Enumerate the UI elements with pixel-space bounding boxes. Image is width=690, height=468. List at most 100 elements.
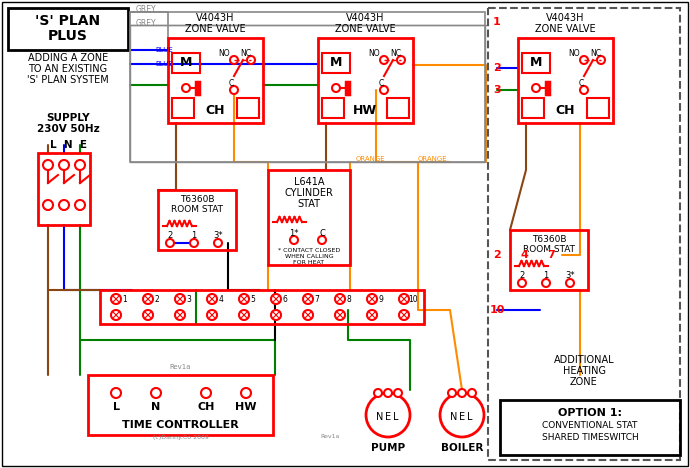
Circle shape xyxy=(230,56,238,64)
Text: 2: 2 xyxy=(493,250,501,260)
Text: L641A: L641A xyxy=(294,177,324,187)
Text: C: C xyxy=(319,228,325,237)
Text: C: C xyxy=(228,80,234,88)
Bar xyxy=(587,98,609,118)
Text: CONVENTIONAL STAT: CONVENTIONAL STAT xyxy=(542,422,638,431)
Bar xyxy=(130,12,485,162)
Text: ZONE: ZONE xyxy=(570,377,598,387)
Circle shape xyxy=(271,294,281,304)
Text: 3: 3 xyxy=(493,85,501,95)
Text: Rev1a: Rev1a xyxy=(169,364,190,370)
Circle shape xyxy=(580,56,588,64)
Text: NC: NC xyxy=(391,49,402,58)
Text: ORANGE: ORANGE xyxy=(356,156,386,162)
Circle shape xyxy=(367,310,377,320)
Circle shape xyxy=(303,294,313,304)
Text: (c)Danny.Co 2009: (c)Danny.Co 2009 xyxy=(152,434,208,439)
Text: 9: 9 xyxy=(379,294,384,304)
Circle shape xyxy=(399,310,409,320)
Text: 10: 10 xyxy=(489,305,504,315)
Circle shape xyxy=(335,310,345,320)
Circle shape xyxy=(175,294,185,304)
Text: L: L xyxy=(467,412,473,422)
Text: GREY: GREY xyxy=(136,6,157,15)
Text: C: C xyxy=(378,80,384,88)
Text: L: L xyxy=(112,402,119,412)
Circle shape xyxy=(111,310,121,320)
Circle shape xyxy=(143,294,153,304)
Text: ZONE VALVE: ZONE VALVE xyxy=(335,24,395,34)
Text: M: M xyxy=(180,57,193,70)
Circle shape xyxy=(214,239,222,247)
Text: 2: 2 xyxy=(168,232,172,241)
Bar xyxy=(522,98,544,118)
Text: 7: 7 xyxy=(547,250,555,260)
Circle shape xyxy=(597,56,605,64)
Circle shape xyxy=(380,56,388,64)
Text: HW: HW xyxy=(235,402,257,412)
Bar xyxy=(172,53,200,73)
Text: HW: HW xyxy=(353,103,377,117)
Text: ROOM STAT: ROOM STAT xyxy=(171,205,223,214)
Text: STAT: STAT xyxy=(297,199,320,209)
Circle shape xyxy=(374,389,382,397)
Circle shape xyxy=(303,310,313,320)
Text: ZONE VALVE: ZONE VALVE xyxy=(535,24,595,34)
Circle shape xyxy=(440,393,484,437)
Text: TO AN EXISTING: TO AN EXISTING xyxy=(28,64,108,74)
Circle shape xyxy=(468,389,476,397)
Circle shape xyxy=(75,160,85,170)
Text: V4043H: V4043H xyxy=(546,13,584,23)
Text: E: E xyxy=(385,412,391,422)
Bar xyxy=(268,170,350,265)
Circle shape xyxy=(384,389,392,397)
Circle shape xyxy=(394,389,402,397)
Text: 2: 2 xyxy=(493,63,501,73)
Text: BOILER: BOILER xyxy=(441,443,483,453)
Text: PLUS: PLUS xyxy=(48,29,88,43)
Text: 4: 4 xyxy=(520,250,528,260)
Text: 2: 2 xyxy=(155,294,159,304)
Text: 10: 10 xyxy=(408,294,418,304)
Text: CYLINDER: CYLINDER xyxy=(284,188,333,198)
Circle shape xyxy=(175,310,185,320)
Bar xyxy=(158,190,236,250)
Text: N: N xyxy=(376,412,384,422)
Circle shape xyxy=(59,160,69,170)
Circle shape xyxy=(43,200,53,210)
Circle shape xyxy=(518,279,526,287)
Text: FOR HEAT: FOR HEAT xyxy=(293,261,324,265)
Text: HEATING: HEATING xyxy=(562,366,606,376)
Bar xyxy=(8,8,128,50)
Bar xyxy=(522,53,550,73)
Text: ROOM STAT: ROOM STAT xyxy=(523,246,575,255)
Text: L  N  E: L N E xyxy=(50,140,86,150)
Text: ZONE VALVE: ZONE VALVE xyxy=(185,24,246,34)
Circle shape xyxy=(566,279,574,287)
Circle shape xyxy=(59,200,69,210)
Bar xyxy=(488,8,680,460)
Text: N: N xyxy=(451,412,457,422)
Bar xyxy=(518,38,613,123)
Text: 3: 3 xyxy=(186,294,191,304)
Text: SUPPLY: SUPPLY xyxy=(46,113,90,123)
Bar xyxy=(387,98,409,118)
Text: 5: 5 xyxy=(250,294,255,304)
Circle shape xyxy=(230,86,238,94)
Text: ADDITIONAL: ADDITIONAL xyxy=(553,355,614,365)
Text: L: L xyxy=(393,412,399,422)
Text: CH: CH xyxy=(205,103,225,117)
Text: CH: CH xyxy=(197,402,215,412)
Circle shape xyxy=(290,236,298,244)
Circle shape xyxy=(151,388,161,398)
Bar xyxy=(318,38,413,123)
Bar xyxy=(100,290,424,324)
Text: 1: 1 xyxy=(544,271,549,280)
Circle shape xyxy=(580,86,588,94)
Circle shape xyxy=(143,310,153,320)
Text: 1: 1 xyxy=(123,294,128,304)
Text: * CONTACT CLOSED: * CONTACT CLOSED xyxy=(278,248,340,253)
Text: 2: 2 xyxy=(520,271,524,280)
Circle shape xyxy=(166,239,174,247)
Circle shape xyxy=(190,239,198,247)
